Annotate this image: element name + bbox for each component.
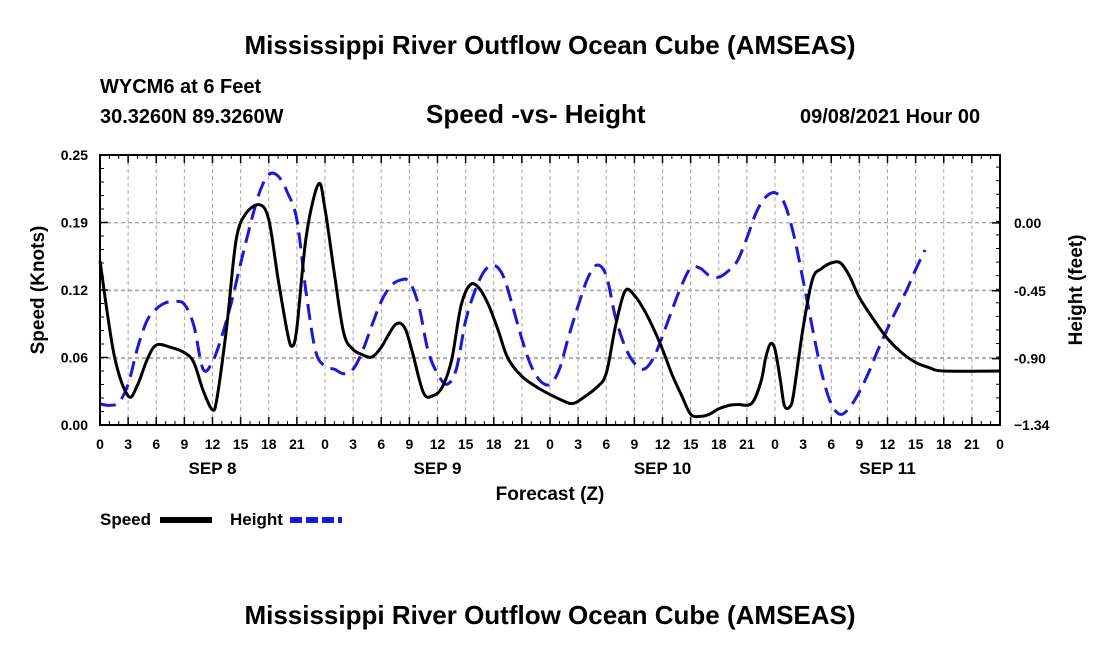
x-tick-label: 0 <box>546 436 554 452</box>
x-tick-label: 12 <box>205 436 221 452</box>
station-label: WYCM6 at 6 Feet <box>100 76 262 98</box>
station-coordinates: 30.3260N 89.3260W <box>100 106 284 128</box>
x-tick-label: 12 <box>430 436 446 452</box>
series-line-speed <box>98 181 1001 419</box>
day-label: SEP 9 <box>414 459 462 478</box>
x-tick-label: 6 <box>827 436 835 452</box>
x-tick-label: 0 <box>321 436 329 452</box>
x-tick-label: 9 <box>180 436 188 452</box>
axis-ticks: 0 3 6 9 12 15 18 21 0 3 6 9 12 15 18 21 0 3 6 9 12 15 18 21 0 3 6 9… <box>61 147 1050 478</box>
x-tick-label: 3 <box>124 436 132 452</box>
x-tick-label: 0 <box>771 436 779 452</box>
y-tick-label: 0.06 <box>61 350 88 366</box>
y2-tick-label: −1.34 <box>1014 417 1050 433</box>
y2-tick-label: -0.45 <box>1014 283 1046 299</box>
x-tick-label: 6 <box>377 436 385 452</box>
series-layer <box>98 171 1001 419</box>
day-label: SEP 10 <box>634 459 691 478</box>
x-tick-label: 3 <box>574 436 582 452</box>
y2-axis-label: Height (feet) <box>1066 235 1087 346</box>
legend: Speed Height <box>100 510 342 529</box>
y-tick-label: 0.12 <box>61 282 88 298</box>
chart-subtitle: Speed -vs- Height <box>426 99 646 129</box>
x-tick-label: 6 <box>152 436 160 452</box>
y-axis-label: Speed (Knots) <box>28 226 49 355</box>
y2-tick-label: 0.00 <box>1014 215 1041 231</box>
grid-lines <box>100 155 1000 425</box>
x-axis-label: Forecast (Z) <box>496 484 605 505</box>
x-tick-label: 15 <box>908 436 924 452</box>
x-tick-label: 0 <box>996 436 1004 452</box>
x-tick-label: 3 <box>799 436 807 452</box>
legend-height-label: Height <box>230 510 283 529</box>
y2-tick-label: -0.90 <box>1014 351 1046 367</box>
day-label: SEP 11 <box>859 459 915 478</box>
x-tick-label: 15 <box>233 436 249 452</box>
x-tick-label: 21 <box>514 436 530 452</box>
x-tick-label: 0 <box>96 436 104 452</box>
series-line-height <box>99 171 927 416</box>
x-tick-label: 12 <box>880 436 896 452</box>
chart: 0 3 6 9 12 15 18 21 0 3 6 9 12 15 18 21 0 3 6 9 12 15 18 21 0 3 6 9… <box>28 147 1087 529</box>
x-tick-label: 21 <box>739 436 755 452</box>
day-label: SEP 8 <box>189 459 237 478</box>
x-tick-label: 15 <box>458 436 474 452</box>
x-tick-label: 9 <box>405 436 413 452</box>
x-tick-label: 18 <box>261 436 277 452</box>
x-tick-label: 21 <box>289 436 305 452</box>
footer-title: Mississippi River Outflow Ocean Cube (AM… <box>244 600 856 630</box>
x-tick-label: 9 <box>855 436 863 452</box>
y-tick-label: 0.00 <box>61 417 88 433</box>
y-tick-label: 0.25 <box>61 147 88 163</box>
legend-speed-label: Speed <box>100 510 151 529</box>
x-tick-label: 12 <box>655 436 671 452</box>
x-tick-label: 15 <box>683 436 699 452</box>
x-tick-label: 9 <box>630 436 638 452</box>
x-tick-label: 18 <box>936 436 952 452</box>
x-tick-label: 21 <box>964 436 980 452</box>
page-title: Mississippi River Outflow Ocean Cube (AM… <box>244 30 856 60</box>
y-tick-label: 0.19 <box>61 215 88 231</box>
forecast-datetime: 09/08/2021 Hour 00 <box>800 106 981 128</box>
x-tick-label: 18 <box>711 436 727 452</box>
x-tick-label: 18 <box>486 436 502 452</box>
x-tick-label: 6 <box>602 436 610 452</box>
x-tick-label: 3 <box>349 436 357 452</box>
